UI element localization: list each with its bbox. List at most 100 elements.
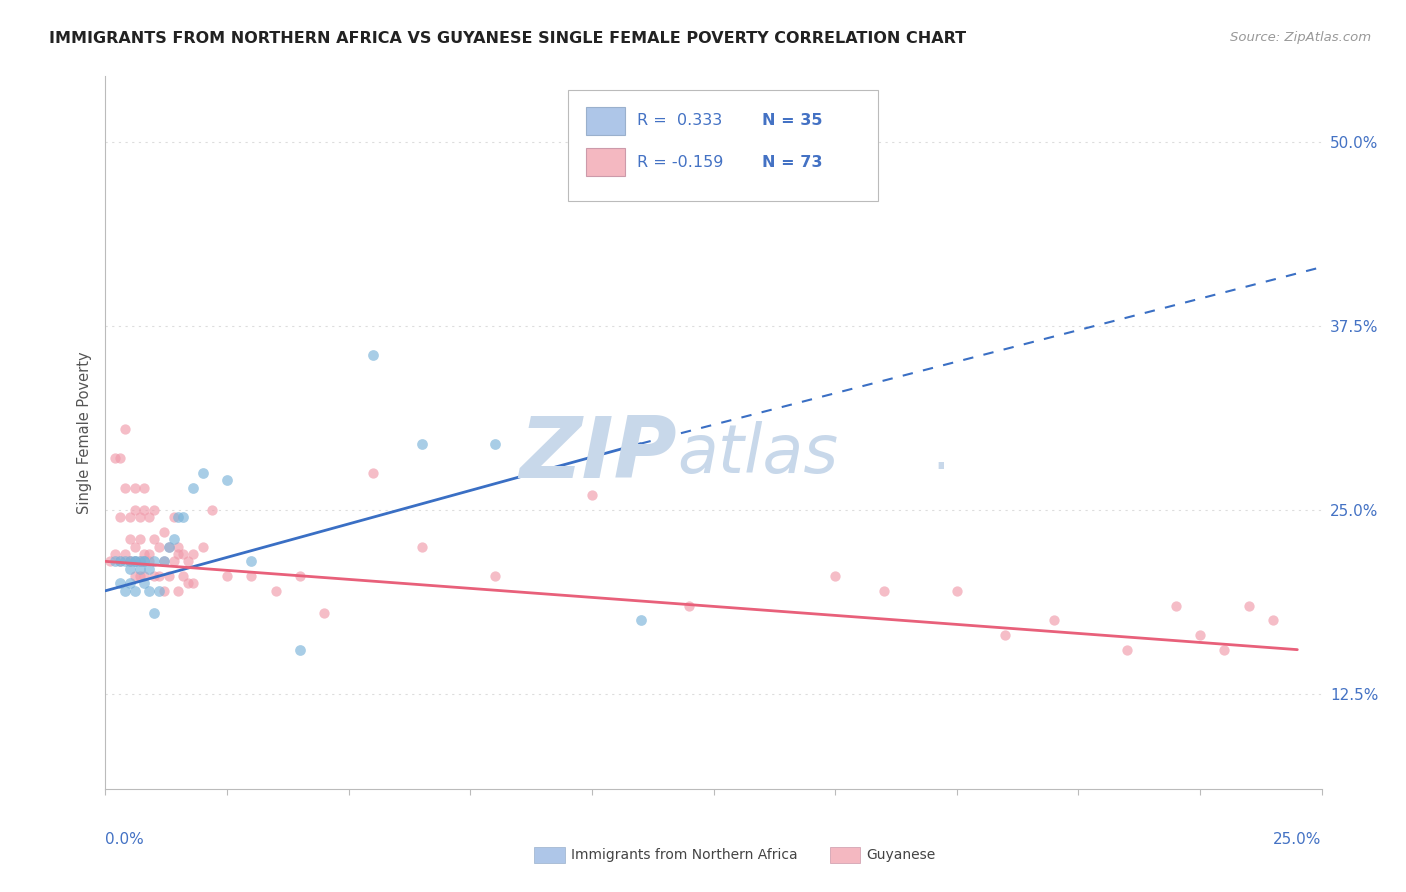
Y-axis label: Single Female Poverty: Single Female Poverty: [76, 351, 91, 514]
Point: [177, 576, 200, 591]
Point: [148, 583, 170, 598]
Point: [264, 583, 287, 598]
Point: [1043, 613, 1066, 627]
Point: [288, 569, 311, 583]
FancyBboxPatch shape: [568, 90, 877, 201]
Text: IMMIGRANTS FROM NORTHERN AFRICA VS GUYANESE SINGLE FEMALE POVERTY CORRELATION CH: IMMIGRANTS FROM NORTHERN AFRICA VS GUYAN…: [49, 31, 966, 46]
Point: [1213, 642, 1236, 657]
Point: [217, 474, 239, 488]
Point: [873, 583, 896, 598]
Point: [134, 503, 156, 517]
Point: [138, 562, 160, 576]
Point: [1116, 642, 1139, 657]
Point: [172, 547, 194, 561]
Point: [128, 533, 150, 547]
Point: [153, 524, 176, 539]
Point: [134, 554, 156, 568]
Point: [124, 554, 146, 568]
Point: [240, 554, 263, 568]
Text: Guyanese: Guyanese: [866, 847, 935, 862]
Point: [128, 554, 150, 568]
Point: [118, 554, 141, 568]
Point: [114, 547, 136, 561]
Point: [138, 583, 160, 598]
FancyBboxPatch shape: [586, 106, 624, 135]
Point: [167, 547, 190, 561]
Point: [104, 547, 127, 561]
Point: [98, 554, 121, 568]
Point: [177, 554, 200, 568]
Point: [157, 569, 180, 583]
Text: .: .: [932, 428, 949, 480]
Point: [128, 569, 150, 583]
Point: [167, 510, 190, 524]
Point: [314, 606, 336, 620]
Point: [134, 547, 156, 561]
Point: [114, 422, 136, 436]
Point: [138, 510, 160, 524]
Point: [143, 569, 166, 583]
Point: [118, 554, 141, 568]
Point: [143, 503, 166, 517]
Point: [118, 533, 141, 547]
Text: N = 73: N = 73: [762, 154, 823, 169]
Point: [124, 503, 146, 517]
Point: [108, 554, 131, 568]
Point: [108, 451, 131, 466]
Point: [143, 554, 166, 568]
Point: [124, 569, 146, 583]
Point: [124, 554, 146, 568]
Point: [162, 533, 184, 547]
Point: [138, 547, 160, 561]
Point: [128, 554, 150, 568]
Point: [1237, 599, 1260, 613]
Text: ZIP: ZIP: [519, 412, 678, 496]
Point: [114, 583, 136, 598]
Point: [484, 569, 506, 583]
Point: [114, 481, 136, 495]
Point: [172, 569, 194, 583]
Point: [153, 554, 176, 568]
Text: Immigrants from Northern Africa: Immigrants from Northern Africa: [571, 847, 797, 862]
Point: [108, 554, 131, 568]
Point: [191, 540, 214, 554]
Point: [157, 540, 180, 554]
Point: [118, 562, 141, 576]
Point: [143, 606, 166, 620]
Point: [288, 642, 311, 657]
Point: [240, 569, 263, 583]
Point: [581, 488, 603, 502]
Point: [181, 481, 204, 495]
Point: [124, 583, 146, 598]
Text: atlas: atlas: [678, 421, 838, 487]
Point: [148, 540, 170, 554]
Point: [124, 554, 146, 568]
Point: [157, 540, 180, 554]
Point: [138, 554, 160, 568]
Point: [118, 576, 141, 591]
Point: [411, 540, 433, 554]
Point: [108, 510, 131, 524]
Point: [411, 436, 433, 450]
Point: [104, 451, 127, 466]
Point: [824, 569, 846, 583]
Point: [484, 436, 506, 450]
Point: [104, 554, 127, 568]
Point: [153, 554, 176, 568]
Point: [361, 466, 384, 480]
Point: [167, 540, 190, 554]
Point: [134, 481, 156, 495]
Point: [143, 533, 166, 547]
Point: [134, 554, 156, 568]
Point: [201, 503, 224, 517]
Point: [630, 613, 652, 627]
Point: [118, 510, 141, 524]
Point: [361, 348, 384, 362]
Point: [134, 576, 156, 591]
Point: [1261, 613, 1284, 627]
Point: [118, 554, 141, 568]
Text: Source: ZipAtlas.com: Source: ZipAtlas.com: [1230, 31, 1371, 45]
Point: [945, 583, 967, 598]
Point: [128, 562, 150, 576]
Point: [148, 569, 170, 583]
